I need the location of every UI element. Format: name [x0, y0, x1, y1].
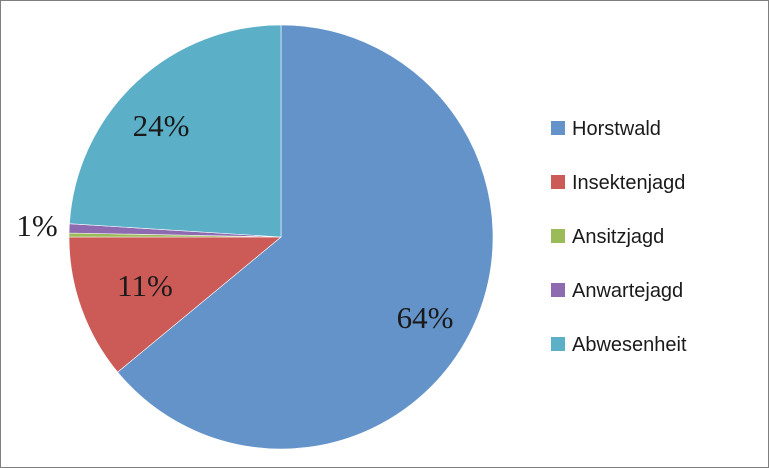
legend: Horstwald Insektenjagd Ansitzjagd Anwarteja… [551, 118, 687, 356]
legend-label-insektenjagd: Insektenjagd [572, 172, 685, 194]
pie-slice-horstwald [117, 24, 494, 450]
legend-swatch-anwartejagd [551, 283, 565, 297]
pie-slice-insektenjagd [68, 236, 282, 373]
legend-swatch-ansitzjagd [551, 229, 565, 243]
data-label-insektenjagd: 11% [117, 268, 173, 303]
legend-label-horstwald: Horstwald [572, 118, 661, 140]
legend-swatch-insektenjagd [551, 175, 565, 189]
pie-slice-abwesenheit [69, 24, 282, 238]
pie-slices [68, 24, 494, 450]
data-label-horstwald: 64% [397, 300, 454, 335]
legend-swatch-abwesenheit [551, 337, 565, 351]
data-label-abwesenheit: 24% [133, 108, 190, 143]
legend-label-anwartejagd: Anwartejagd [572, 280, 683, 302]
legend-label-abwesenheit: Abwesenheit [572, 334, 687, 356]
legend-label-ansitzjagd: Ansitzjagd [572, 226, 664, 248]
data-label-anwartejagd: 1% [16, 208, 57, 243]
pie-data-labels: 64% 11% 1% 24% [16, 108, 453, 335]
legend-swatch-horstwald [551, 121, 565, 135]
